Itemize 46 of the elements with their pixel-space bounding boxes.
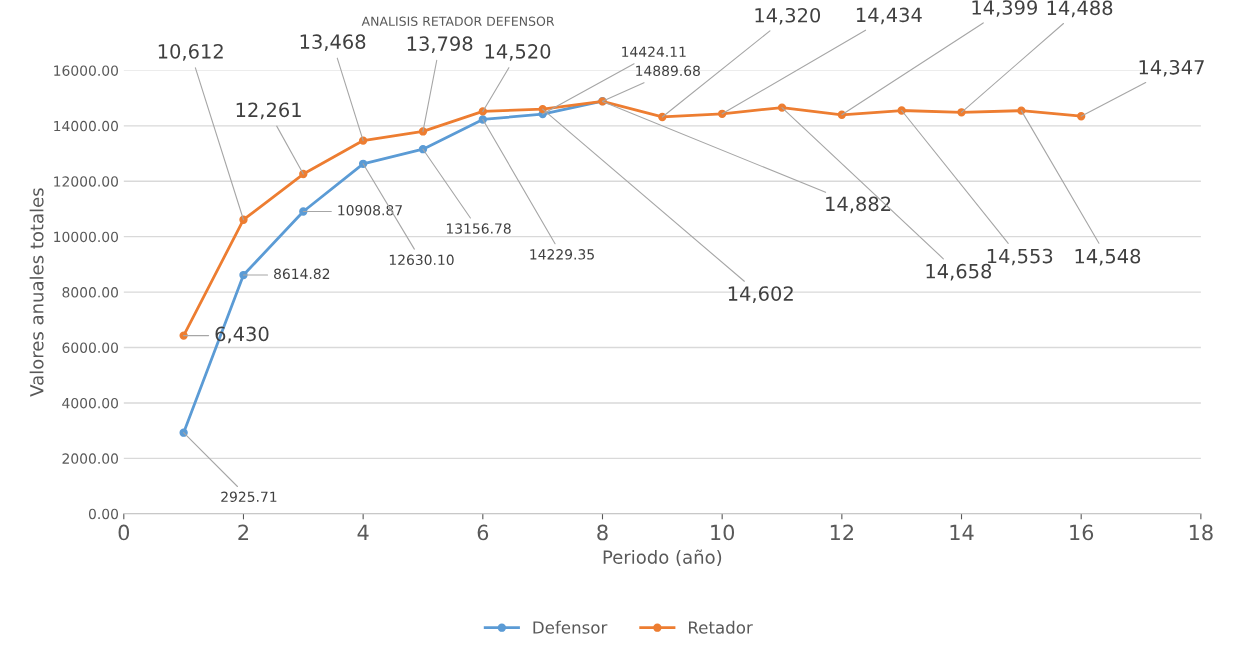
data-label: 10908.87 — [338, 205, 402, 216]
y-axis-title: Valores anuales totales — [29, 188, 44, 397]
legend-label: Defensor — [533, 620, 608, 634]
y-tick-label: 2000.00 — [62, 453, 119, 464]
y-tick-label: 6000.00 — [62, 342, 119, 353]
y-tick-label: 10000.00 — [54, 231, 119, 243]
data-label: 13,468 — [300, 34, 366, 51]
point — [179, 428, 188, 437]
chart-title: ANALISIS RETADOR DEFENSOR — [361, 16, 555, 26]
data-label: 14889.68 — [636, 65, 700, 77]
data-label: 10,612 — [158, 43, 223, 61]
y-tick-label: 4000.00 — [62, 397, 119, 409]
x-tick-label: 8 — [597, 524, 608, 541]
data-label: 12,261 — [236, 102, 301, 120]
data-label: 14,347 — [1139, 59, 1204, 77]
data-label: 14,882 — [826, 196, 891, 214]
x-tick-label: 4 — [357, 524, 369, 541]
data-label: 13,798 — [407, 36, 473, 53]
data-label: 14,434 — [856, 7, 922, 25]
data-label: 14424.11 — [622, 46, 686, 57]
x-tick-label: 14 — [950, 524, 974, 541]
y-tick-label: 0.00 — [88, 508, 119, 520]
x-tick-label: 18 — [1189, 524, 1213, 541]
x-tick-label: 16 — [1070, 524, 1094, 541]
x-tick-label: 2 — [238, 524, 249, 541]
data-label: 14,320 — [755, 7, 821, 25]
x-tick-label: 10 — [711, 524, 735, 541]
legend-label: Retador — [688, 620, 753, 634]
x-tick-label: 0 — [118, 524, 130, 541]
y-tick-label: 12000.00 — [54, 176, 119, 187]
data-label: 14,602 — [728, 286, 793, 303]
data-label: 13156.78 — [446, 223, 511, 234]
x-tick-label: 12 — [830, 524, 854, 541]
data-label: 14,520 — [485, 44, 551, 61]
y-tick-label: 8000.00 — [62, 287, 119, 298]
data-label: 14,399 — [972, 0, 1037, 17]
x-tick-label: 6 — [477, 524, 489, 541]
data-label: 12630.10 — [389, 254, 454, 266]
data-label: 2925.71 — [221, 491, 277, 503]
x-axis-title: Periodo (año) — [603, 549, 722, 567]
y-tick-label: 14000.00 — [54, 120, 119, 132]
data-label: 14,548 — [1075, 248, 1141, 266]
y-tick-label: 16000.00 — [54, 65, 119, 76]
data-label: 14,488 — [1047, 0, 1113, 18]
data-label: 14229.35 — [530, 249, 594, 260]
data-label: 8614.82 — [274, 268, 330, 280]
